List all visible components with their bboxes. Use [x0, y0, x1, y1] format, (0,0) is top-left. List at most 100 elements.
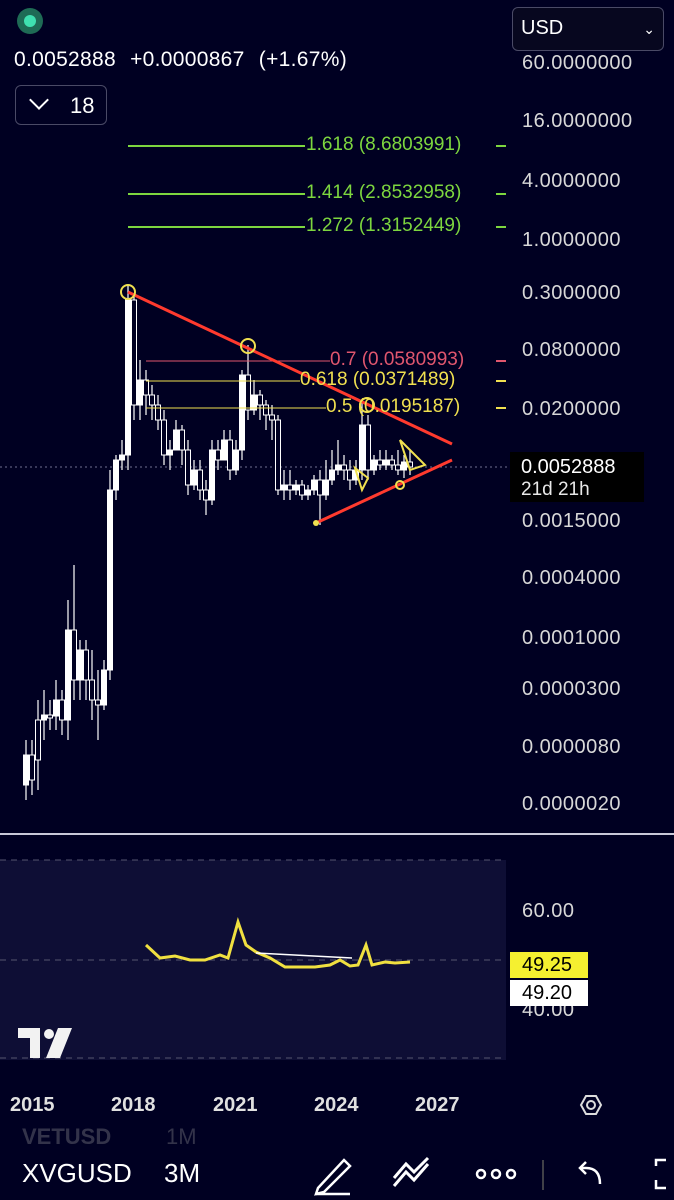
candle-body [77, 649, 83, 681]
candle-body [323, 479, 329, 496]
pivot-marker [359, 397, 375, 413]
candle-body [83, 649, 89, 681]
candle-body [263, 404, 269, 416]
upper-trendline[interactable] [127, 290, 453, 446]
candle-body [131, 299, 137, 406]
symbol-button[interactable]: XVGUSD [22, 1158, 132, 1188]
candle-body [311, 479, 317, 491]
candle-body [107, 489, 113, 671]
candle-body [41, 714, 47, 721]
pivot-marker [240, 338, 256, 354]
candle-body [23, 754, 29, 786]
chevron-down-icon [29, 90, 49, 110]
candle-body [119, 454, 125, 461]
pivot-marker [395, 480, 405, 490]
fib-level-label: 1.272 (1.3152449) [306, 215, 462, 236]
candle-body [29, 754, 35, 781]
price-tick-label: 0.0800000 [522, 339, 622, 361]
price-tick-label: 0.0200000 [522, 398, 622, 420]
candle-body [341, 464, 347, 471]
pivot-marker [313, 520, 319, 526]
candle-body [65, 629, 71, 721]
candle-body [35, 719, 41, 761]
candle-body [275, 419, 281, 491]
interval-button[interactable]: 3M [164, 1158, 201, 1188]
pattern-marker [399, 439, 427, 472]
time-tick-label: 2018 [111, 1094, 156, 1116]
candle-body [125, 299, 131, 456]
candle-body [95, 699, 101, 706]
price-tick-label: 16.0000000 [522, 110, 633, 132]
candle-body [173, 429, 179, 451]
currency-value: USD [521, 17, 564, 39]
price-tick-label: 0.0000020 [522, 793, 622, 815]
time-tick-label: 2021 [213, 1094, 258, 1116]
candle-body [89, 679, 95, 701]
candle-body [185, 449, 191, 486]
rsi-trendline[interactable] [255, 952, 353, 959]
candle-body [383, 459, 389, 466]
indicators-toggle-button[interactable]: 18 [15, 85, 107, 125]
price-tick-label: 60.0000000 [522, 52, 633, 74]
candle-body [215, 449, 221, 461]
candle-body [377, 459, 383, 466]
undo-icon[interactable] [578, 1161, 602, 1185]
candle-body [257, 394, 263, 406]
rsi-value-badge: 49.25 [510, 952, 588, 978]
bar-countdown: 21d 21h [521, 479, 590, 500]
candle-body [401, 461, 407, 471]
pattern-marker [353, 465, 370, 493]
candle-body [299, 484, 305, 496]
price-tick-label: 0.0000080 [522, 736, 622, 758]
fib-extension-tool[interactable] [128, 145, 506, 409]
candle-body [395, 464, 401, 471]
candle-body [371, 459, 377, 471]
last-price-value: 0.0052888 [521, 456, 616, 478]
indicator-count: 18 [70, 93, 95, 118]
fib-level-label: 0.618 (0.0371489) [300, 369, 456, 390]
candle-body [269, 414, 275, 421]
settings-icon[interactable] [579, 1095, 603, 1115]
candlestick-series [23, 285, 413, 800]
fullscreen-icon[interactable] [654, 1158, 666, 1190]
lower-trendline[interactable] [315, 458, 453, 525]
candle-body [251, 394, 257, 411]
candle-body [335, 464, 341, 471]
price-tick-label: 4.0000000 [522, 170, 622, 192]
price-change: +0.0000867 [130, 48, 245, 71]
draw-pencil-icon[interactable] [314, 1158, 352, 1196]
candle-body [305, 489, 311, 496]
candle-body [347, 469, 353, 481]
candle-body [293, 484, 299, 491]
rsi-axis-label: 60.00 [522, 900, 575, 922]
more-icon[interactable] [475, 1168, 517, 1180]
background-symbol: VETUSD [22, 1124, 112, 1149]
pivot-marker [120, 284, 136, 300]
fib-level-label: 1.618 (8.6803991) [306, 134, 462, 155]
price-tick-label: 0.0015000 [522, 510, 622, 532]
time-tick-label: 2015 [10, 1094, 55, 1116]
candle-body [239, 374, 245, 451]
last-price-badge: 0.0052888 21d 21h [510, 452, 644, 502]
currency-select[interactable]: USD ⌄ [512, 7, 664, 51]
price-tick-label: 0.0004000 [522, 567, 622, 589]
candle-body [329, 469, 335, 481]
candle-body [143, 379, 149, 396]
candle-body [359, 424, 365, 471]
price-header: 0.0052888 +0.0000867 (+1.67%) [14, 48, 355, 72]
candle-body [191, 469, 197, 486]
candle-body [113, 459, 119, 491]
candle-body [245, 374, 251, 411]
candle-body [71, 629, 77, 681]
drawing-tools-icon[interactable] [392, 1156, 430, 1187]
price-tick-label: 1.0000000 [522, 229, 622, 251]
time-tick-label: 2027 [415, 1094, 460, 1116]
candle-body [149, 394, 155, 406]
candle-body [227, 439, 233, 471]
candle-body [59, 699, 65, 721]
candle-body [221, 439, 227, 461]
price-tick-label: 0.0000300 [522, 678, 622, 700]
candle-body [155, 404, 161, 421]
time-tick-label: 2024 [314, 1094, 359, 1116]
